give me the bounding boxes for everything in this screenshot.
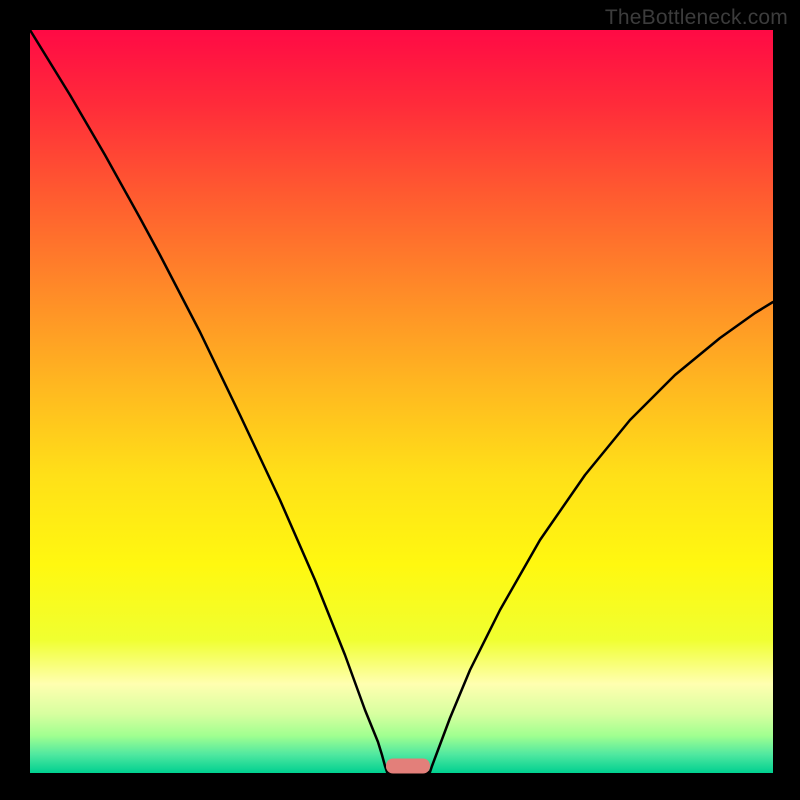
- optimal-marker: [386, 759, 430, 774]
- chart-svg: [0, 0, 800, 800]
- plot-background: [30, 30, 773, 773]
- watermark-text: TheBottleneck.com: [605, 6, 788, 30]
- chart-container: TheBottleneck.com: [0, 0, 800, 800]
